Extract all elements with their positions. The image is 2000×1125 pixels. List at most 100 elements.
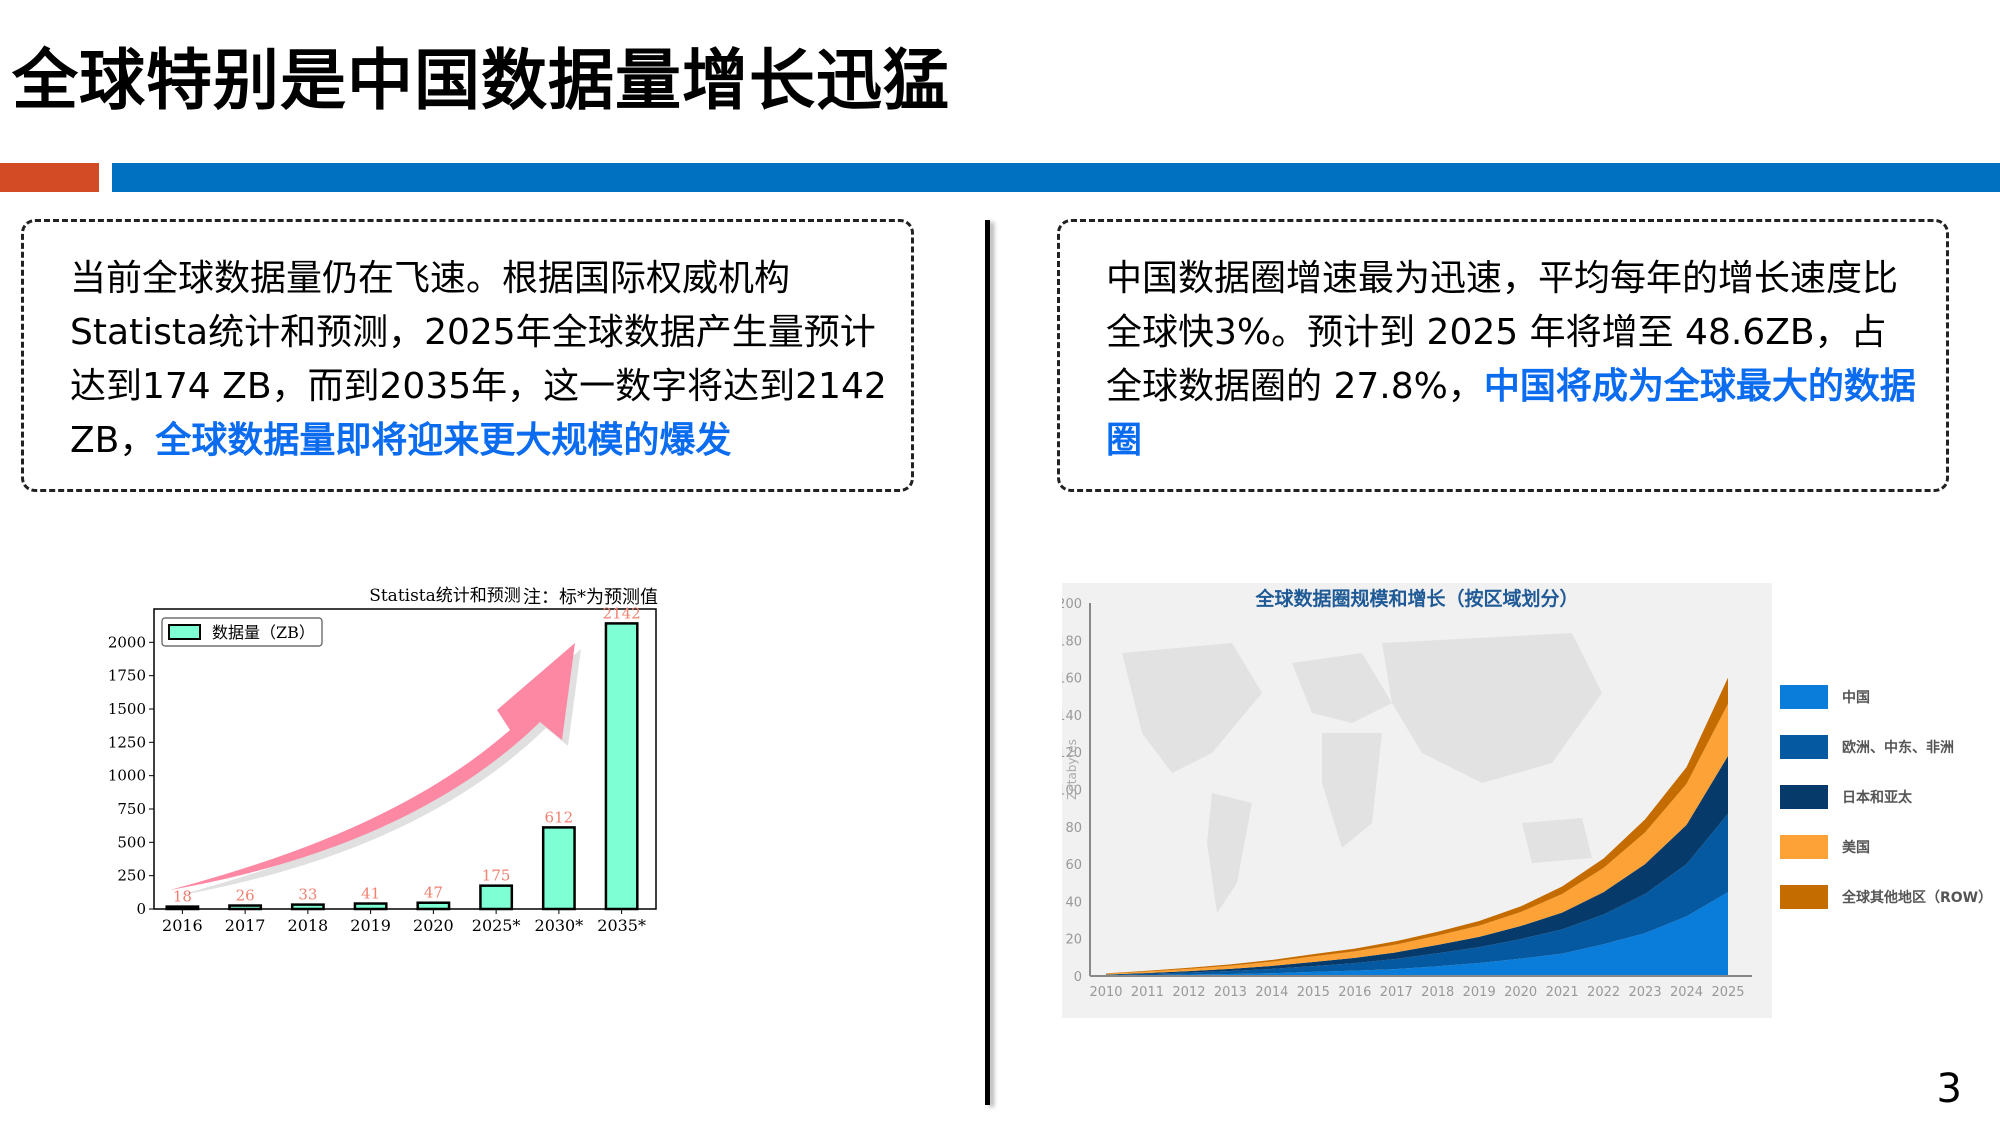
plot-frame <box>153 608 657 910</box>
bar <box>479 884 514 911</box>
legend-item: 中国 <box>1780 672 1992 722</box>
bar <box>541 826 576 911</box>
legend-label: 日本和亚太 <box>1842 790 1912 806</box>
y-tick-label: 180 <box>1062 634 1082 649</box>
bar-value-label: 41 <box>361 885 380 903</box>
legend-item: 美国 <box>1780 822 1992 872</box>
x-tick-label: 2014 <box>1255 985 1288 1000</box>
x-tick-label: 2025 <box>1711 985 1744 1000</box>
accent-bar-red <box>0 163 99 192</box>
accent-bar-blue <box>112 163 2000 192</box>
bar-chart-svg: Statista统计和预测 注：标*为预测值 0 250 500 750 1000 1250 1… <box>108 586 658 935</box>
legend-item: 日本和亚太 <box>1780 772 1992 822</box>
area-series <box>1106 813 1728 976</box>
y-tick-label: 1500 <box>108 700 146 718</box>
y-tick-label: 40 <box>1065 895 1082 910</box>
left-highlight-text: 全球数据量即将迎来更大规模的爆发 <box>155 420 732 461</box>
legend-swatch <box>1780 885 1828 909</box>
legend-swatch <box>1780 785 1828 809</box>
x-tick-label: 2019 <box>350 916 391 935</box>
y-tick-label: 1000 <box>108 767 146 785</box>
right-body-text: 中国数据圈增速最为迅速，平均每年的增长速度比全球快3%。预计到 2025 年将增… <box>1106 258 1899 407</box>
y-tick-label: 20 <box>1065 933 1082 948</box>
legend-swatch <box>1780 835 1828 859</box>
x-tick-label: 2013 <box>1214 985 1247 1000</box>
bar-value-label: 47 <box>424 884 443 902</box>
x-tick-label: 2025* <box>472 916 521 935</box>
y-tick-label: 1250 <box>108 733 146 751</box>
y-tick-label: 140 <box>1062 709 1082 724</box>
right-area-chart: 全球数据圈规模和增长（按区域划分） 0 20 40 60 80 100 120 140 160 18… <box>1057 583 1772 1018</box>
y-tick-label: 100 <box>1062 784 1082 799</box>
chart-annotation: 注：标*为预测值 <box>523 587 658 608</box>
slide-title: 全球特别是中国数据量增长迅猛 <box>12 42 950 119</box>
x-tick-label: 2023 <box>1629 985 1662 1000</box>
bar-value-label: 26 <box>236 887 255 905</box>
x-tick-label: 2020 <box>1504 985 1537 1000</box>
area-series <box>1106 892 1728 976</box>
bar-value-label: 18 <box>173 888 192 906</box>
area-chart-svg: 全球数据圈规模和增长（按区域划分） 0 20 40 60 80 100 120 140 160 18… <box>1057 587 1752 1000</box>
y-tick-label: 750 <box>117 800 146 818</box>
bar <box>290 903 325 911</box>
bar-value-label: 175 <box>482 867 511 885</box>
legend-label: 全球其他地区（ROW） <box>1842 890 1993 906</box>
x-tick-label: 2035* <box>597 916 646 935</box>
left-text-box: 当前全球数据量仍在飞速。根据国际权威机构Statista统计和预测，2025年全… <box>21 219 914 492</box>
legend-label: 中国 <box>1842 690 1870 706</box>
legend-swatch <box>1780 735 1828 759</box>
y-tick-label: 500 <box>117 833 146 851</box>
bar <box>353 902 388 911</box>
page-number: 3 <box>1936 1066 1962 1112</box>
x-tick-label: 2010 <box>1089 985 1122 1000</box>
right-highlight-text: 中国将成为全球最大的数据圈 <box>1106 366 1916 461</box>
x-tick-label: 2017 <box>1380 985 1413 1000</box>
world-map-background <box>1122 633 1602 913</box>
left-bar-chart: Statista统计和预测 注：标*为预测值 0 250 500 750 1000 1250 1… <box>100 570 850 1020</box>
x-tick-label: 2022 <box>1587 985 1620 1000</box>
x-tick-label: 2024 <box>1670 985 1703 1000</box>
x-tick-label: 2030* <box>535 916 584 935</box>
bar <box>416 901 451 911</box>
y-tick-label: 200 <box>1062 597 1082 612</box>
y-tick-label: 250 <box>117 867 146 885</box>
legend-item: 欧洲、中东、非洲 <box>1780 722 1992 772</box>
bar-value-label: 2142 <box>603 604 641 622</box>
x-tick-label: 2020 <box>413 916 454 935</box>
x-tick-label: 2011 <box>1131 985 1164 1000</box>
bar-value-label: 612 <box>545 808 574 826</box>
x-tick-label: 2016 <box>1338 985 1371 1000</box>
x-tick-label: 2021 <box>1546 985 1579 1000</box>
area-series <box>1106 703 1728 975</box>
y-tick-label: 2000 <box>108 633 146 651</box>
area-chart-legend: 中国欧洲、中东、非洲 日本和亚太美国全球其他地区（ROW） <box>1780 672 1992 922</box>
x-tick-label: 2015 <box>1297 985 1330 1000</box>
bar <box>228 904 263 911</box>
area-series <box>1106 755 1728 975</box>
legend-item: 全球其他地区（ROW） <box>1780 872 1992 922</box>
x-tick-label: 2019 <box>1463 985 1496 1000</box>
vertical-divider <box>985 220 990 1105</box>
y-tick-label: 60 <box>1065 858 1082 873</box>
y-tick-label: 160 <box>1062 672 1082 687</box>
y-tick-label: 120 <box>1062 746 1082 761</box>
chart-title: Statista统计和预测 <box>369 586 521 606</box>
right-paragraph: 中国数据圈增速最为迅速，平均每年的增长速度比全球快3%。预计到 2025 年将增… <box>1106 252 1916 468</box>
left-body-text: 当前全球数据量仍在飞速。根据国际权威机构Statista统计和预测，2025年全… <box>70 258 887 461</box>
bar-value-label: 33 <box>298 886 317 904</box>
x-tick-label: 2018 <box>1421 985 1454 1000</box>
bar-legend: 数据量（ZB） <box>161 617 323 647</box>
x-tick-label: 2012 <box>1172 985 1205 1000</box>
left-paragraph: 当前全球数据量仍在飞速。根据国际权威机构Statista统计和预测，2025年全… <box>70 252 890 468</box>
right-text-box: 中国数据圈增速最为迅速，平均每年的增长速度比全球快3%。预计到 2025 年将增… <box>1057 219 1949 492</box>
x-tick-label: 2018 <box>288 916 329 935</box>
y-axis-label: Zetabytes <box>1065 739 1079 800</box>
y-tick-label: 0 <box>1074 970 1082 985</box>
y-tick-label: 0 <box>136 900 146 918</box>
x-tick-label: 2016 <box>162 916 203 935</box>
legend-label: 美国 <box>1842 840 1870 856</box>
legend-label: 欧洲、中东、非洲 <box>1842 740 1954 756</box>
y-tick-label: 80 <box>1065 821 1082 836</box>
legend-label: 数据量（ZB） <box>212 623 315 642</box>
bar <box>165 905 200 911</box>
